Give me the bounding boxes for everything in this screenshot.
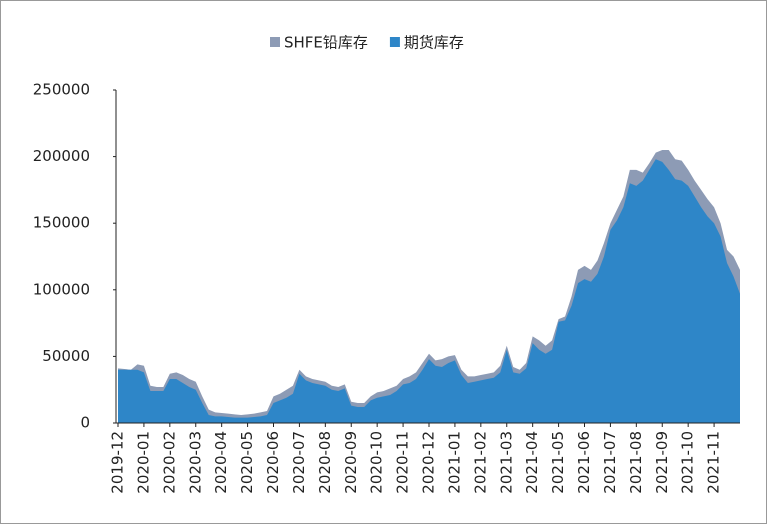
x-tick-label: 2021-08 [627,431,645,494]
x-tick-label: 2020-07 [290,431,308,494]
x-tick-label: 2020-11 [394,431,412,494]
x-tick-label: 2021-11 [705,431,723,494]
x-tick-label: 2020-10 [368,431,386,494]
x-tick-label: 2020-03 [186,431,204,494]
x-tick-label: 2020-02 [160,431,178,494]
x-tick-label: 2021-01 [445,431,463,494]
x-tick-label: 2021-10 [679,431,697,494]
area [118,159,740,423]
legend-label: SHFE铅库存 [284,34,368,52]
x-tick-label: 2020-04 [212,431,230,494]
legend-label: 期货库存 [404,34,464,52]
y-tick-label: 250000 [33,81,90,99]
x-tick-label: 2021-04 [523,431,541,494]
x-tick-label: 2020-01 [134,431,152,494]
x-tick-label: 2020-12 [420,431,438,494]
y-tick-label: 150000 [33,214,90,232]
x-tick-label: 2020-09 [342,431,360,494]
x-tick-label: 2021-05 [549,431,567,494]
x-tick-label: 2020-06 [264,431,282,494]
x-tick-label: 2020-08 [316,431,334,494]
x-tick-label: 2021-07 [601,431,619,494]
y-tick-label: 100000 [33,280,90,298]
y-tick-label: 50000 [42,347,90,365]
x-tick-label: 2019-12 [109,431,127,494]
y-tick-label: 0 [80,414,90,432]
x-tick-label: 2021-02 [471,431,489,494]
y-tick-label: 200000 [33,147,90,165]
legend-swatch [389,37,400,47]
x-tick-label: 2020-05 [238,431,256,494]
x-tick-label: 2021-06 [575,431,593,494]
x-tick-label: 2021-03 [497,431,515,494]
legend-swatch [270,37,280,47]
x-tick-label: 2021-09 [653,431,671,494]
